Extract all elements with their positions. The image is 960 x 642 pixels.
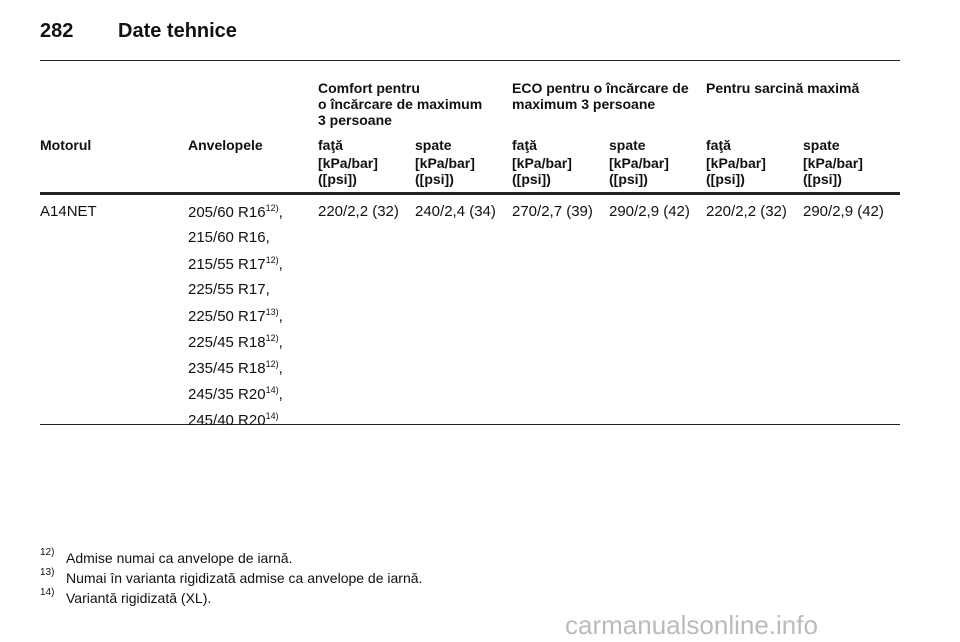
tyre: 235/45 R1812),	[188, 359, 283, 377]
separator: ,	[278, 204, 283, 221]
bottom-rule	[40, 424, 900, 425]
tyre-size: 225/45 R18	[188, 334, 266, 351]
column-header: faţă	[512, 137, 537, 153]
unit: [kPa/bar]	[609, 155, 669, 171]
pressure: 220/2,2 (32)	[318, 203, 399, 220]
footnote-text: Numai în varianta rigidizată admise ca a…	[66, 570, 423, 586]
column-header: Motorul	[40, 137, 92, 153]
footnote-ref: 12)	[265, 255, 279, 265]
footnote-mark: 13)	[40, 567, 55, 578]
page-number: 282	[40, 20, 74, 42]
unit: ([psi])	[706, 171, 745, 187]
footnote-mark: 12)	[40, 547, 55, 558]
group-header: Pentru sarcină maximă	[706, 80, 860, 96]
column-header: Anvelopele	[188, 137, 263, 153]
group-header: ECO pentru o încărcare de	[512, 80, 689, 96]
tyre: 215/55 R1712),	[188, 255, 283, 273]
tyre: 225/45 R1812),	[188, 333, 283, 351]
tyre: 245/35 R2014),	[188, 385, 283, 403]
unit: ([psi])	[318, 171, 357, 187]
tyre-size: 225/50 R17	[188, 308, 266, 325]
pressure: 290/2,9 (42)	[803, 203, 884, 220]
footnote-ref: 14)	[265, 411, 279, 421]
footnote: 14) Variantă rigidizată (XL).	[40, 587, 212, 606]
tyre: 205/60 R1612),	[188, 203, 283, 221]
footnote-mark: 14)	[40, 587, 55, 598]
footnote-ref: 13)	[265, 307, 279, 317]
column-header: spate	[609, 137, 646, 153]
column-header: spate	[415, 137, 452, 153]
group-header: 3 persoane	[318, 112, 392, 128]
tyre-size: 215/55 R17	[188, 256, 266, 273]
tyre-size: 235/45 R18	[188, 360, 266, 377]
group-header: o încărcare de maximum	[318, 96, 483, 112]
unit: [kPa/bar]	[318, 155, 378, 171]
engine: A14NET	[40, 203, 97, 220]
unit: ([psi])	[512, 171, 551, 187]
footnote-text: Admise numai ca anvelope de iarnă.	[66, 550, 293, 566]
separator: ,	[278, 334, 283, 351]
footnote: 12) Admise numai ca anvelope de iarnă.	[40, 547, 293, 566]
footnote-ref: 12)	[265, 203, 279, 213]
unit: [kPa/bar]	[415, 155, 475, 171]
pressure: 240/2,4 (34)	[415, 203, 496, 220]
unit: ([psi])	[415, 171, 454, 187]
unit: [kPa/bar]	[706, 155, 766, 171]
tyre: 225/55 R17,	[188, 281, 270, 298]
tyre-size: 205/60 R16	[188, 204, 266, 221]
footnote-ref: 12)	[265, 359, 279, 369]
footnote-ref: 14)	[265, 385, 279, 395]
unit: ([psi])	[803, 171, 842, 187]
footnote: 13) Numai în varianta rigidizată admise c…	[40, 567, 423, 586]
group-header: Comfort pentru	[318, 80, 420, 96]
footnote-ref: 12)	[265, 333, 279, 343]
watermark: carmanualsonline.info	[565, 610, 818, 640]
tyre-size: 245/35 R20	[188, 386, 266, 403]
top-rule	[40, 60, 900, 61]
column-header: spate	[803, 137, 840, 153]
separator: ,	[278, 386, 283, 403]
tyre-size: 225/55 R17,	[188, 281, 270, 298]
separator: ,	[278, 256, 283, 273]
column-header: faţă	[318, 137, 343, 153]
tyre: 225/50 R1713),	[188, 307, 283, 325]
group-header: maximum 3 persoane	[512, 96, 656, 112]
tyre-size: 245/40 R20	[188, 412, 266, 429]
unit: [kPa/bar]	[512, 155, 572, 171]
separator: ,	[278, 308, 283, 325]
header-rule	[40, 192, 900, 195]
unit: [kPa/bar]	[803, 155, 863, 171]
page-title: Date tehnice	[118, 20, 237, 42]
pressure: 220/2,2 (32)	[706, 203, 787, 220]
pressure: 270/2,7 (39)	[512, 203, 593, 220]
unit: ([psi])	[609, 171, 648, 187]
tyre: 215/60 R16,	[188, 229, 270, 246]
pressure: 290/2,9 (42)	[609, 203, 690, 220]
column-header: faţă	[706, 137, 731, 153]
tyre-size: 215/60 R16,	[188, 229, 270, 246]
footnote-text: Variantă rigidizată (XL).	[66, 590, 212, 606]
separator: ,	[278, 360, 283, 377]
tyre: 245/40 R2014)	[188, 411, 279, 429]
